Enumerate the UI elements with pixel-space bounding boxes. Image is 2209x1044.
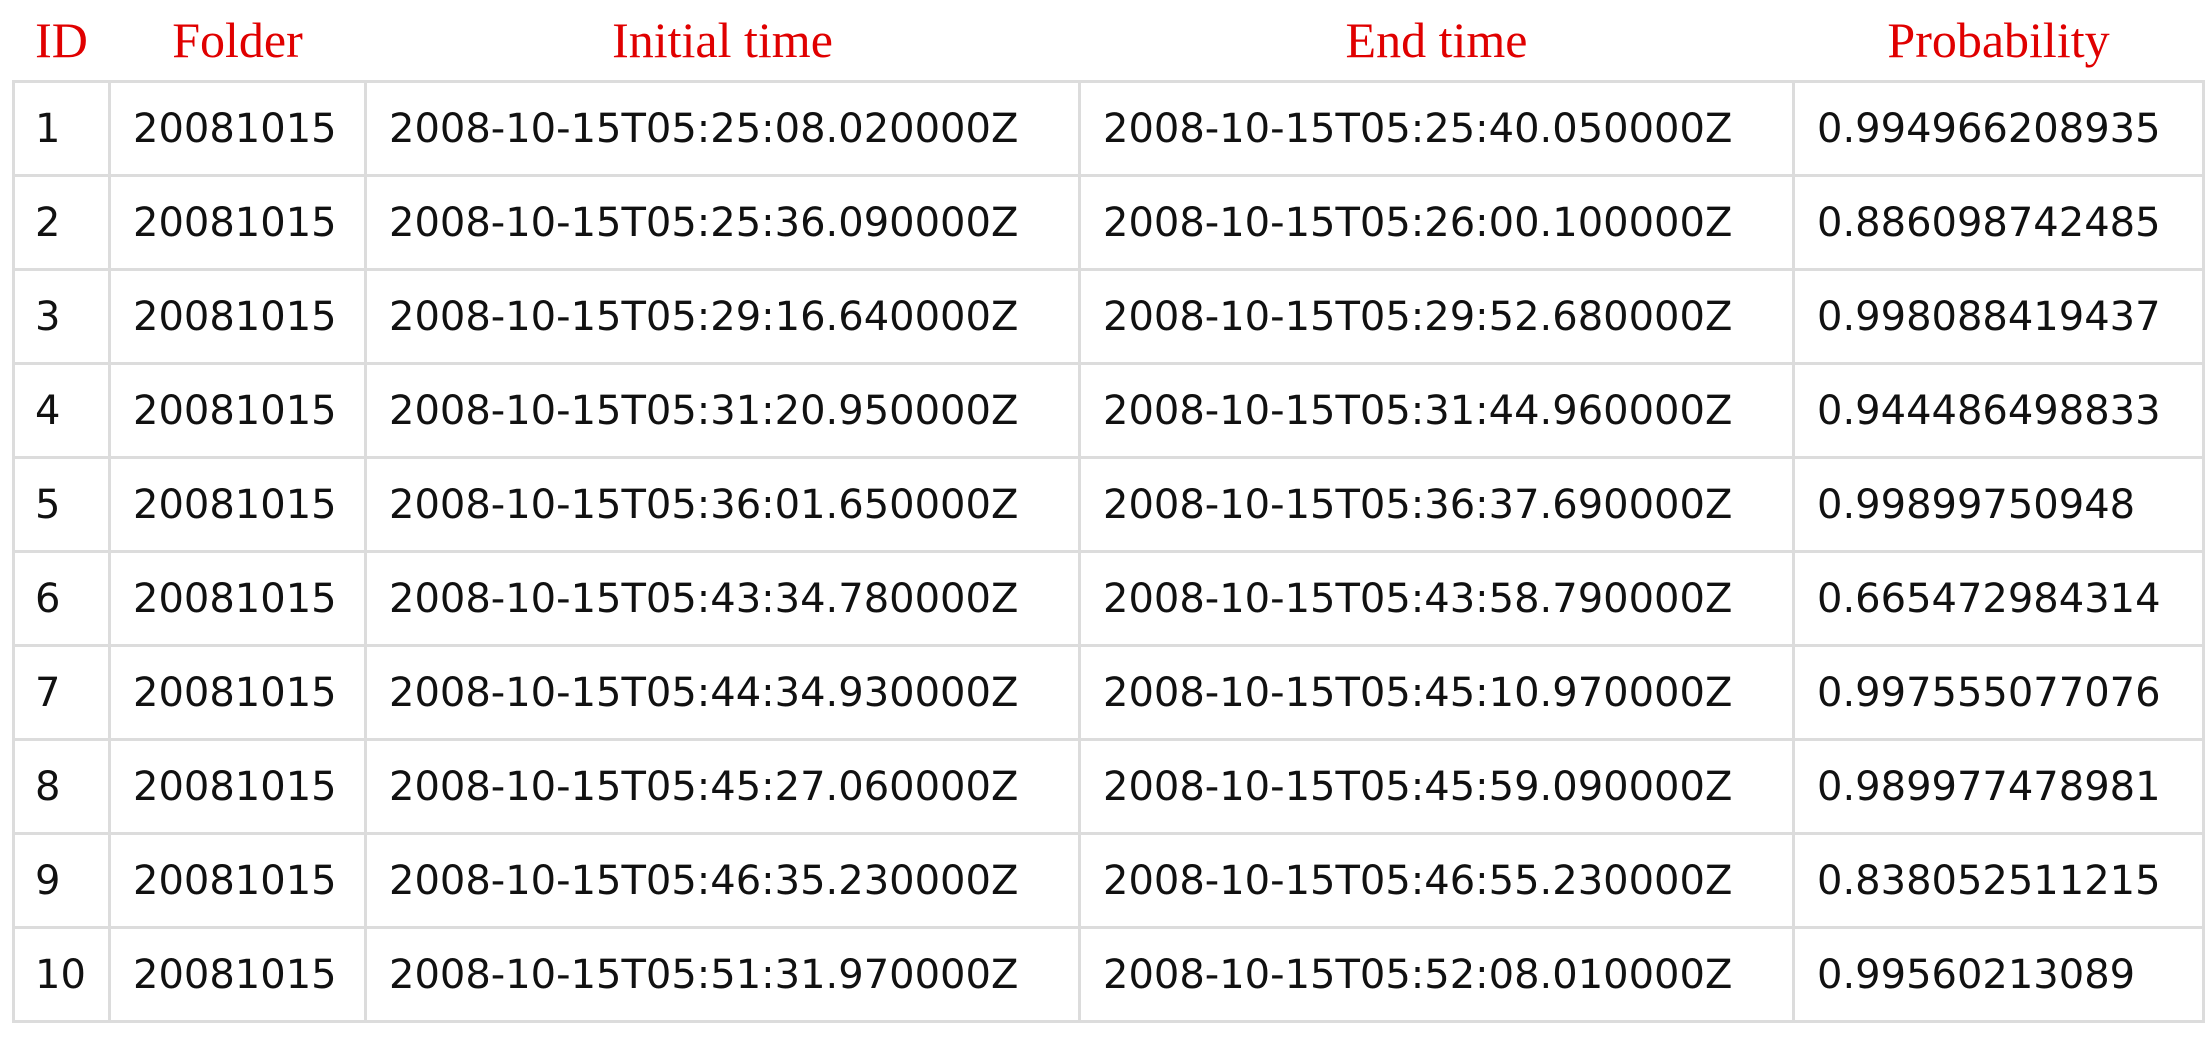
table-row: 10 20081015 2008-10-15T05:51:31.970000Z … bbox=[12, 926, 2205, 1023]
table-body: 1 20081015 2008-10-15T05:25:08.020000Z 2… bbox=[12, 80, 2205, 1023]
cell-probability: 0.944486498833 bbox=[1792, 362, 2205, 459]
cell-folder: 20081015 bbox=[108, 174, 367, 271]
cell-id: 1 bbox=[12, 80, 111, 177]
table-row: 1 20081015 2008-10-15T05:25:08.020000Z 2… bbox=[12, 80, 2205, 177]
header-probability: Probability bbox=[1887, 12, 2110, 68]
cell-end-time: 2008-10-15T05:43:58.790000Z bbox=[1078, 550, 1795, 647]
cell-initial-time: 2008-10-15T05:25:36.090000Z bbox=[364, 174, 1081, 271]
cell-end-time: 2008-10-15T05:31:44.960000Z bbox=[1078, 362, 1795, 459]
cell-initial-time: 2008-10-15T05:36:01.650000Z bbox=[364, 456, 1081, 553]
cell-id: 9 bbox=[12, 832, 111, 929]
detections-table: ID Folder Initial time End time Probabil… bbox=[12, 0, 2205, 1023]
cell-id: 5 bbox=[12, 456, 111, 553]
cell-probability: 0.994966208935 bbox=[1792, 80, 2205, 177]
cell-probability: 0.99899750948 bbox=[1792, 456, 2205, 553]
cell-end-time: 2008-10-15T05:25:40.050000Z bbox=[1078, 80, 1795, 177]
table-row: 4 20081015 2008-10-15T05:31:20.950000Z 2… bbox=[12, 362, 2205, 459]
cell-probability: 0.997555077076 bbox=[1792, 644, 2205, 741]
cell-end-time: 2008-10-15T05:36:37.690000Z bbox=[1078, 456, 1795, 553]
cell-initial-time: 2008-10-15T05:46:35.230000Z bbox=[364, 832, 1081, 929]
cell-end-time: 2008-10-15T05:26:00.100000Z bbox=[1078, 174, 1795, 271]
cell-initial-time: 2008-10-15T05:43:34.780000Z bbox=[364, 550, 1081, 647]
cell-initial-time: 2008-10-15T05:29:16.640000Z bbox=[364, 268, 1081, 365]
cell-initial-time: 2008-10-15T05:31:20.950000Z bbox=[364, 362, 1081, 459]
table-row: 8 20081015 2008-10-15T05:45:27.060000Z 2… bbox=[12, 738, 2205, 835]
cell-id: 10 bbox=[12, 926, 111, 1023]
header-end-time: End time bbox=[1345, 12, 1528, 68]
cell-probability: 0.838052511215 bbox=[1792, 832, 2205, 929]
cell-folder: 20081015 bbox=[108, 80, 367, 177]
cell-probability: 0.998088419437 bbox=[1792, 268, 2205, 365]
cell-probability: 0.665472984314 bbox=[1792, 550, 2205, 647]
cell-folder: 20081015 bbox=[108, 362, 367, 459]
header-row: ID Folder Initial time End time Probabil… bbox=[14, 0, 2204, 82]
cell-folder: 20081015 bbox=[108, 644, 367, 741]
cell-initial-time: 2008-10-15T05:45:27.060000Z bbox=[364, 738, 1081, 835]
cell-folder: 20081015 bbox=[108, 926, 367, 1023]
cell-id: 8 bbox=[12, 738, 111, 835]
cell-initial-time: 2008-10-15T05:25:08.020000Z bbox=[364, 80, 1081, 177]
header-folder: Folder bbox=[172, 12, 303, 68]
cell-folder: 20081015 bbox=[108, 550, 367, 647]
cell-probability: 0.99560213089 bbox=[1792, 926, 2205, 1023]
cell-folder: 20081015 bbox=[108, 456, 367, 553]
table-row: 2 20081015 2008-10-15T05:25:36.090000Z 2… bbox=[12, 174, 2205, 271]
cell-end-time: 2008-10-15T05:45:10.970000Z bbox=[1078, 644, 1795, 741]
table-header: ID Folder Initial time End time Probabil… bbox=[14, 0, 2204, 82]
cell-initial-time: 2008-10-15T05:51:31.970000Z bbox=[364, 926, 1081, 1023]
cell-probability: 0.989977478981 bbox=[1792, 738, 2205, 835]
header-id: ID bbox=[35, 12, 88, 68]
cell-id: 2 bbox=[12, 174, 111, 271]
cell-id: 3 bbox=[12, 268, 111, 365]
table-row: 5 20081015 2008-10-15T05:36:01.650000Z 2… bbox=[12, 456, 2205, 553]
detections-table-container: ID Folder Initial time End time Probabil… bbox=[12, 0, 2205, 1023]
cell-id: 7 bbox=[12, 644, 111, 741]
table-row: 7 20081015 2008-10-15T05:44:34.930000Z 2… bbox=[12, 644, 2205, 741]
cell-folder: 20081015 bbox=[108, 738, 367, 835]
table-row: 6 20081015 2008-10-15T05:43:34.780000Z 2… bbox=[12, 550, 2205, 647]
cell-end-time: 2008-10-15T05:29:52.680000Z bbox=[1078, 268, 1795, 365]
cell-id: 6 bbox=[12, 550, 111, 647]
cell-end-time: 2008-10-15T05:46:55.230000Z bbox=[1078, 832, 1795, 929]
cell-end-time: 2008-10-15T05:45:59.090000Z bbox=[1078, 738, 1795, 835]
table-row: 9 20081015 2008-10-15T05:46:35.230000Z 2… bbox=[12, 832, 2205, 929]
cell-folder: 20081015 bbox=[108, 832, 367, 929]
header-initial-time: Initial time bbox=[612, 12, 833, 68]
cell-id: 4 bbox=[12, 362, 111, 459]
cell-initial-time: 2008-10-15T05:44:34.930000Z bbox=[364, 644, 1081, 741]
cell-folder: 20081015 bbox=[108, 268, 367, 365]
table-row: 3 20081015 2008-10-15T05:29:16.640000Z 2… bbox=[12, 268, 2205, 365]
cell-end-time: 2008-10-15T05:52:08.010000Z bbox=[1078, 926, 1795, 1023]
cell-probability: 0.886098742485 bbox=[1792, 174, 2205, 271]
